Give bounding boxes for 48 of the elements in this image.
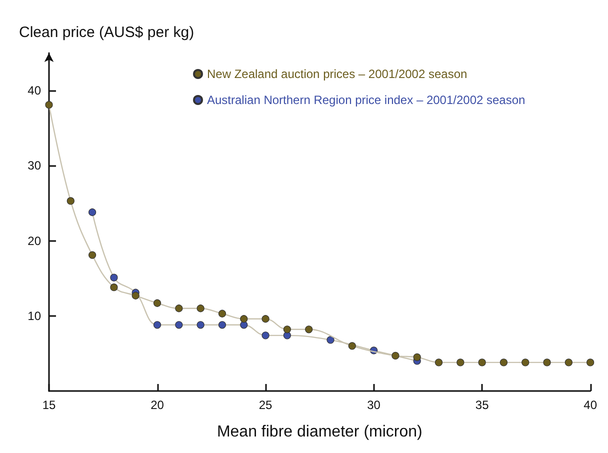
point (326, 336, 334, 344)
point (240, 315, 248, 323)
point (88, 251, 96, 259)
point (434, 358, 443, 366)
point (218, 321, 226, 329)
point (45, 101, 53, 109)
point (196, 304, 204, 312)
y-axis-title: Clean price (AUS$ per kg) (19, 24, 194, 41)
point (153, 299, 162, 307)
x-tick-label: 15 (42, 398, 56, 412)
x-axis-title: Mean fibre diameter (micron) (216, 424, 422, 440)
point (218, 310, 226, 318)
point (283, 326, 291, 334)
point (88, 208, 96, 216)
x-tick-label: 25 (258, 398, 273, 412)
point (413, 353, 421, 361)
x-tick-label: 35 (475, 398, 490, 412)
point (564, 358, 572, 366)
point (110, 274, 118, 282)
point (110, 284, 118, 292)
x-tick-label: 30 (367, 398, 381, 412)
point (348, 342, 356, 350)
x-tick-label: 20 (150, 398, 164, 412)
point (522, 358, 530, 366)
point (500, 358, 508, 366)
point (175, 321, 183, 329)
point (586, 358, 594, 366)
point (456, 358, 464, 366)
legend-label: Australian Northern Region price index – 2001/2002 season (207, 93, 526, 107)
legend-label: New Zealand auction prices – 2001/2002 season (207, 67, 468, 81)
point (478, 358, 486, 366)
point (240, 321, 248, 329)
point (66, 197, 74, 205)
point (392, 352, 400, 360)
point (196, 321, 204, 329)
point (175, 304, 183, 312)
y-tick-label: 20 (28, 234, 42, 248)
x-tick-label: 40 (584, 398, 598, 412)
y-tick-label: 30 (28, 158, 42, 173)
point (153, 321, 162, 329)
point (305, 326, 313, 334)
point (262, 315, 270, 323)
y-tick-label: 40 (28, 84, 42, 98)
y-tick-label: 10 (28, 308, 42, 323)
point (283, 332, 291, 340)
point (262, 332, 270, 340)
point (132, 292, 140, 300)
point (543, 358, 551, 366)
